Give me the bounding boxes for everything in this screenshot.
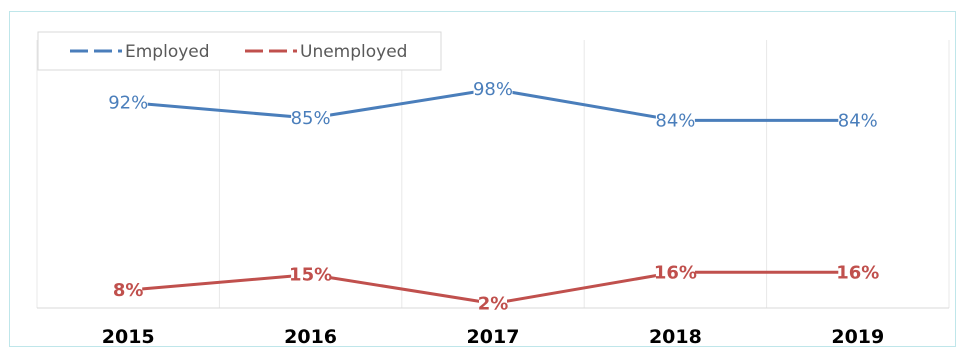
employed-data-label: 98% bbox=[473, 79, 513, 100]
employed-data-label: 92% bbox=[108, 93, 148, 114]
unemployed-data-label: 15% bbox=[289, 265, 332, 286]
unemployed-data-label-bg bbox=[479, 292, 507, 315]
unemployed-data-label: 8% bbox=[113, 280, 144, 301]
legend: Employed Unemployed bbox=[37, 31, 442, 71]
employed-data-label: 85% bbox=[291, 108, 331, 129]
x-tick-label: 2015 bbox=[102, 326, 155, 348]
unemployed-data-label: 2% bbox=[478, 294, 509, 315]
employed-data-label: 84% bbox=[655, 110, 695, 131]
x-axis-ticks: 2015 2016 2017 2018 2019 bbox=[102, 326, 884, 348]
series-lines bbox=[128, 87, 858, 306]
x-tick-label: 2016 bbox=[284, 326, 337, 348]
unemployed-data-label: 16% bbox=[836, 262, 879, 283]
unemployed-data-label-bg bbox=[655, 261, 695, 284]
unemployed-legend-label: Unemployed bbox=[300, 42, 407, 62]
employed-data-label-bg bbox=[473, 78, 513, 101]
x-tick-label: 2018 bbox=[649, 326, 702, 348]
employed-data-label-bg bbox=[291, 107, 331, 130]
employed-data-label-bg bbox=[655, 109, 695, 132]
x-tick-label: 2017 bbox=[467, 326, 520, 348]
employed-data-label-bg bbox=[108, 91, 148, 114]
unemployed-data-label-bg bbox=[291, 263, 331, 286]
gridlines bbox=[36, 40, 950, 308]
data-labels: 92% 85% 98% 84% 84% 8% 15% 2% 16% 16% bbox=[108, 78, 879, 315]
employed-data-label: 84% bbox=[838, 110, 878, 131]
employed-data-label-bg bbox=[838, 109, 878, 132]
unemployed-data-label-bg bbox=[838, 261, 878, 284]
employed-legend-label: Employed bbox=[125, 42, 210, 62]
unemployed-data-label: 16% bbox=[654, 262, 697, 283]
x-tick-label: 2019 bbox=[831, 326, 884, 348]
unemployed-data-label-bg bbox=[114, 279, 143, 302]
